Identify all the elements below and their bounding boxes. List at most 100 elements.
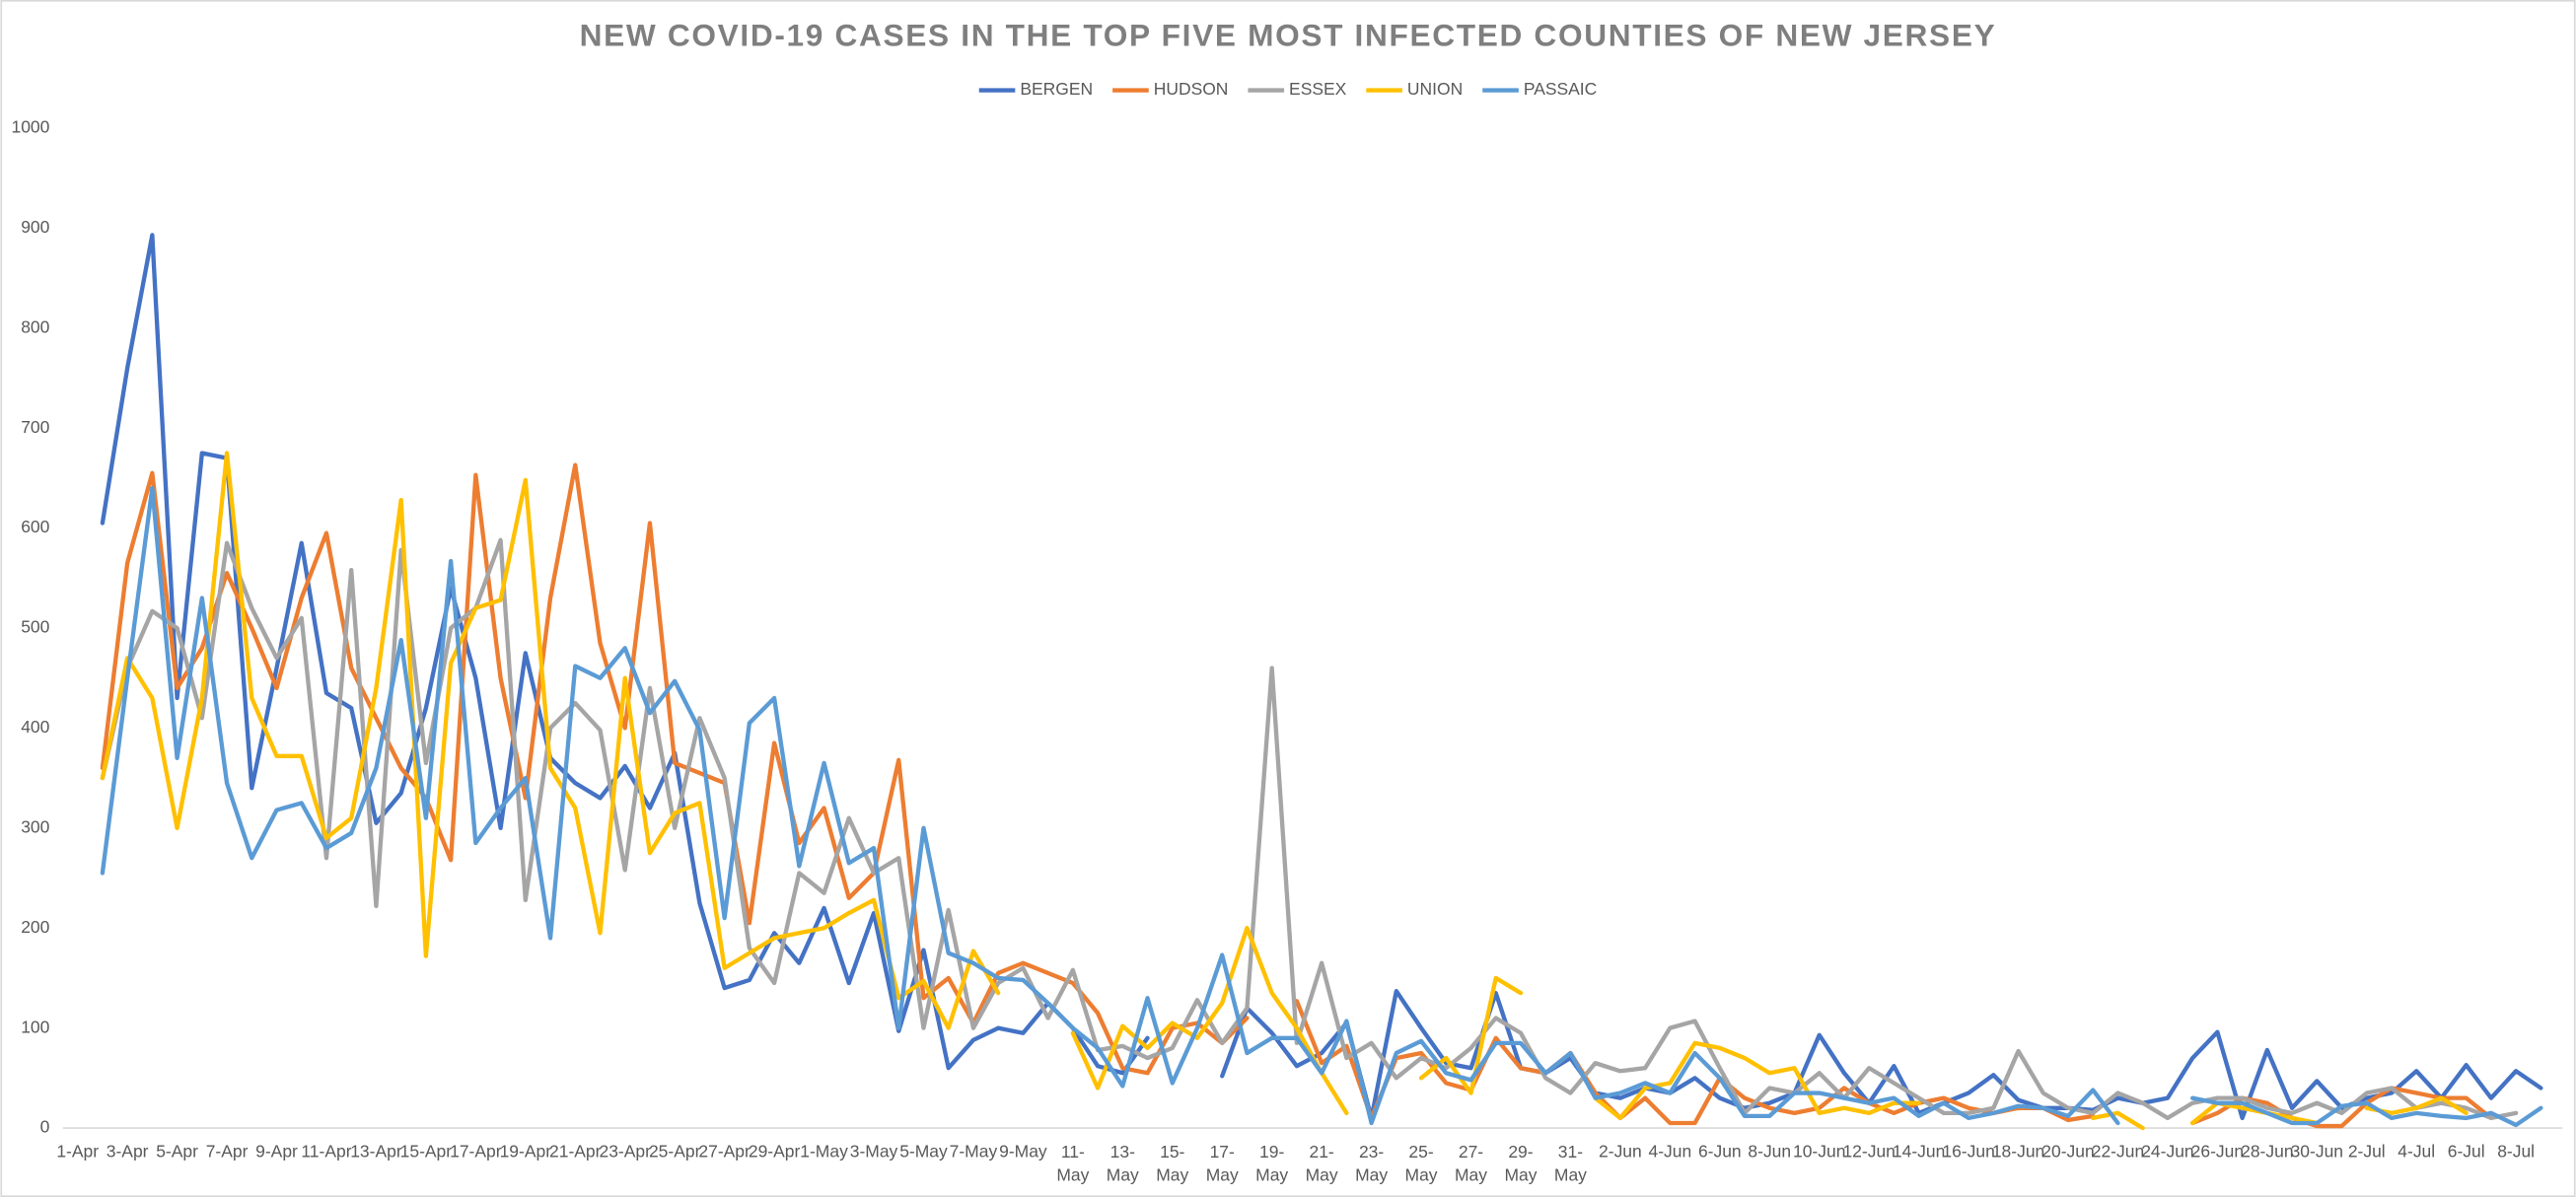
- x-tick-label-line: 31-: [1558, 1142, 1583, 1162]
- x-tick-label-line: 27-: [1459, 1142, 1483, 1162]
- y-tick-label: 1000: [11, 117, 49, 137]
- x-tick-label: 7-Apr: [206, 1142, 249, 1162]
- y-tick-label: 0: [40, 1117, 50, 1137]
- x-tick-label: 5-May: [899, 1142, 948, 1162]
- x-tick-label: 6-Jun: [1698, 1142, 1742, 1162]
- x-tick-label: 9-Apr: [255, 1142, 298, 1162]
- x-tick-label-line: 11-: [1061, 1142, 1085, 1162]
- y-tick-label: 900: [21, 217, 49, 237]
- y-tick-label: 400: [21, 717, 49, 737]
- x-tick-label: 10-Jun: [1793, 1142, 1845, 1162]
- x-tick-label: 1-Apr: [56, 1142, 99, 1162]
- x-tick-label: 9-May: [999, 1142, 1047, 1162]
- x-tick-label: 20-Jun: [2041, 1142, 2094, 1162]
- x-tick-label: 15-Apr: [400, 1142, 453, 1162]
- legend-label: PASSAIC: [1524, 79, 1597, 99]
- series-line: [100, 537, 2519, 1121]
- x-tick-label: 22-Jun: [2092, 1142, 2144, 1162]
- x-tick-label-line: 21-: [1310, 1142, 1334, 1162]
- x-tick-label: 29-Apr: [749, 1142, 801, 1162]
- x-tick-label: 18-Jun: [1992, 1142, 2044, 1162]
- y-tick-label: 600: [21, 517, 49, 536]
- x-tick-label-line: May: [1206, 1164, 1239, 1184]
- x-tick-label: 2-Jun: [1599, 1142, 1642, 1162]
- legend-label: BERGEN: [1020, 79, 1093, 99]
- x-tick-label-line: May: [1405, 1164, 1438, 1184]
- x-tick-label: 1-May: [800, 1142, 848, 1162]
- y-tick-label: 800: [21, 317, 49, 336]
- x-tick-label-line: 15-: [1160, 1142, 1184, 1162]
- x-tick-label: 8-Jul: [2497, 1142, 2535, 1162]
- x-tick-label: 11-May: [1056, 1142, 1089, 1184]
- x-tick-label-line: May: [1355, 1164, 1388, 1184]
- legend-item: ESSEX: [1248, 79, 1347, 99]
- x-tick-label: 14-Jun: [1893, 1142, 1945, 1162]
- legend: BERGEN HUDSON ESSEX UNION PASSAIC: [978, 79, 1597, 99]
- x-tick-label: 3-Apr: [107, 1142, 149, 1162]
- x-tick-label: 21-May: [1306, 1142, 1338, 1184]
- x-tick-label: 30-Jun: [2291, 1142, 2343, 1162]
- x-tick-label-line: May: [1504, 1164, 1537, 1184]
- x-tick-label: 23-Apr: [600, 1142, 652, 1162]
- x-tick-label-line: 23-: [1359, 1142, 1384, 1162]
- x-tick-label: 29-May: [1504, 1142, 1537, 1184]
- series-line: [100, 451, 2469, 1131]
- x-tick-label-line: May: [1056, 1164, 1089, 1184]
- x-tick-label: 8-Jun: [1748, 1142, 1791, 1162]
- x-tick-label-line: 25-: [1408, 1142, 1433, 1162]
- x-tick-label: 4-Jul: [2397, 1142, 2435, 1162]
- x-tick-label: 15-May: [1156, 1142, 1188, 1184]
- chart-title: NEW COVID-19 CASES IN THE TOP FIVE MOST …: [580, 18, 1997, 53]
- legend-label: HUDSON: [1154, 79, 1229, 99]
- x-tick-label: 4-Jun: [1648, 1142, 1691, 1162]
- x-tick-label: 5-Apr: [156, 1142, 198, 1162]
- legend-item: BERGEN: [978, 79, 1093, 99]
- x-tick-label-line: May: [1156, 1164, 1188, 1184]
- x-tick-label: 16-Jun: [1942, 1142, 1994, 1162]
- y-tick-label: 700: [21, 417, 49, 437]
- x-tick-label: 3-May: [850, 1142, 898, 1162]
- x-tick-label-line: May: [1455, 1164, 1487, 1184]
- x-tick-label: 17-Apr: [450, 1142, 502, 1162]
- x-tick-label: 13-May: [1107, 1142, 1139, 1184]
- y-tick-label: 200: [21, 917, 49, 937]
- legend-item: HUDSON: [1112, 79, 1228, 99]
- x-tick-label: 28-Jun: [2241, 1142, 2293, 1162]
- x-tick-label: 13-Apr: [350, 1142, 402, 1162]
- x-tick-label-line: 17-: [1210, 1142, 1235, 1162]
- x-tick-label: 27-Apr: [698, 1142, 751, 1162]
- x-tick-label: 7-May: [950, 1142, 998, 1162]
- x-tick-label: 6-Jul: [2448, 1142, 2485, 1162]
- x-tick-label-line: 19-: [1259, 1142, 1284, 1162]
- x-tick-label: 23-May: [1355, 1142, 1388, 1184]
- x-tick-label: 19-May: [1255, 1142, 1288, 1184]
- x-tick-label: 19-Apr: [500, 1142, 552, 1162]
- series-line: [100, 233, 2543, 1121]
- x-tick-label: 17-May: [1206, 1142, 1239, 1184]
- x-tick-label-line: May: [1554, 1164, 1587, 1184]
- x-tick-label-line: May: [1255, 1164, 1288, 1184]
- y-tick-label: 100: [21, 1017, 49, 1036]
- x-tick-label: 27-May: [1455, 1142, 1487, 1184]
- x-tick-label-line: 13-: [1110, 1142, 1135, 1162]
- x-tick-label: 12-Jun: [1842, 1142, 1895, 1162]
- y-tick-label: 300: [21, 816, 49, 836]
- legend-item: PASSAIC: [1482, 79, 1597, 99]
- x-tick-label: 25-Apr: [649, 1142, 701, 1162]
- y-tick-label: 500: [21, 617, 49, 637]
- x-tick-label: 11-Apr: [301, 1142, 351, 1162]
- x-tick-label: 31-May: [1554, 1142, 1587, 1184]
- x-tick-label: 26-Jun: [2191, 1142, 2244, 1162]
- x-tick-label: 24-Jun: [2141, 1142, 2193, 1162]
- x-tick-label-line: 29-: [1508, 1142, 1533, 1162]
- x-tick-label-line: May: [1306, 1164, 1338, 1184]
- x-tick-label: 2-Jul: [2348, 1142, 2386, 1162]
- x-tick-label-line: May: [1107, 1164, 1139, 1184]
- x-tick-label: 21-Apr: [549, 1142, 602, 1162]
- x-tick-label: 25-May: [1405, 1142, 1438, 1184]
- legend-label: UNION: [1407, 79, 1463, 99]
- legend-label: ESSEX: [1289, 79, 1347, 99]
